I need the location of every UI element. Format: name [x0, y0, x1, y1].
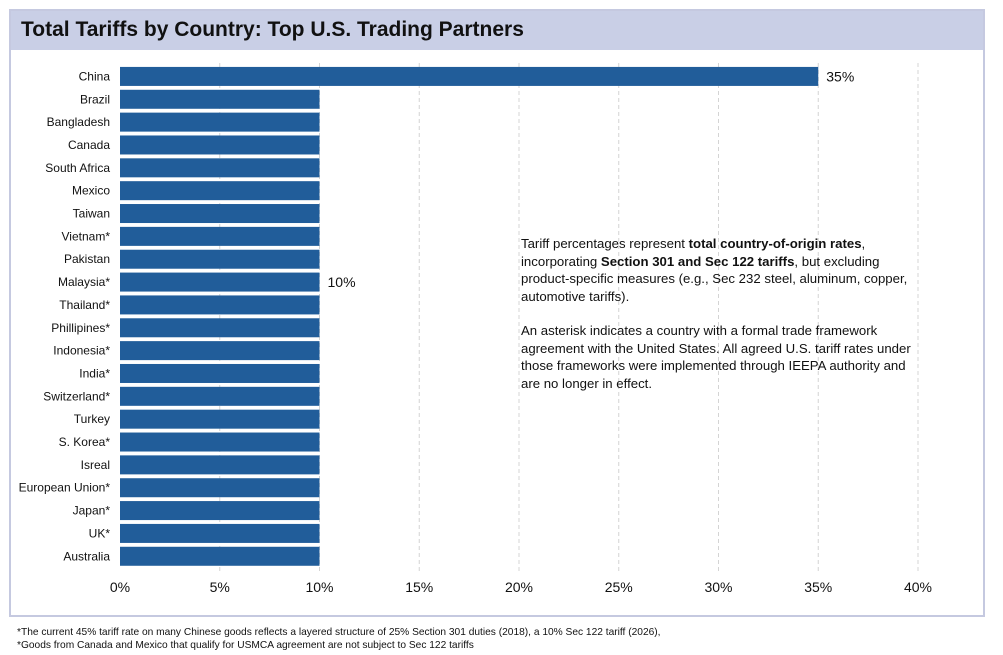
- x-tick-label: 35%: [804, 579, 832, 595]
- footnote-1: *The current 45% tariff rate on many Chi…: [17, 627, 661, 638]
- gridlines: [219, 63, 919, 572]
- x-tick-label: 30%: [704, 579, 732, 595]
- category-label: Brazil: [80, 92, 110, 106]
- category-label: Isreal: [81, 458, 110, 472]
- bar: [120, 409, 320, 429]
- bar: [120, 363, 320, 383]
- bar: [120, 112, 320, 132]
- chart-frame: Total Tariffs by Country: Top U.S. Tradi…: [9, 9, 985, 617]
- x-axis-tick-labels: 0% 5% 10% 15% 20% 25% 30% 35% 40%: [110, 579, 932, 595]
- category-label: UK*: [89, 526, 111, 540]
- bar: [120, 158, 320, 178]
- note-paragraph-2: An asterisk indicates a country with a f…: [521, 323, 911, 391]
- bar: [120, 135, 320, 155]
- title-bar: Total Tariffs by Country: Top U.S. Tradi…: [11, 11, 983, 50]
- bars: [120, 66, 819, 566]
- category-label: Indonesia*: [53, 344, 110, 358]
- category-label: Japan*: [73, 504, 111, 518]
- data-labels: 35% 10%: [328, 68, 855, 290]
- category-label: Mexico: [72, 184, 110, 198]
- bar: [120, 523, 320, 543]
- category-label: Turkey: [74, 412, 110, 426]
- note-emphasis-sections: Section 301 and Sec 122 tariffs: [600, 253, 795, 269]
- category-label: Australia: [63, 549, 110, 563]
- bar: [120, 318, 320, 338]
- bar: [120, 478, 320, 498]
- bar: [120, 89, 320, 109]
- category-label: Taiwan: [73, 207, 110, 221]
- bar: [120, 204, 320, 224]
- category-label: Vietnam*: [62, 229, 111, 243]
- bar: [120, 546, 320, 566]
- bar: [120, 341, 320, 361]
- category-label: Switzerland*: [43, 389, 110, 403]
- category-labels: China Brazil Bangladesh Canada South Africa M…: [19, 69, 111, 563]
- footnotes: *The current 45% tariff rate on many Chi…: [17, 626, 661, 652]
- footnote-2: *Goods from Canada and Mexico that quali…: [17, 640, 474, 651]
- category-label: China: [79, 69, 111, 83]
- category-label: Malaysia*: [58, 275, 110, 289]
- category-label: Bangladesh: [47, 115, 110, 129]
- chart-note: Tariff percentages represent total count…: [521, 235, 921, 409]
- x-tick-label: 10%: [305, 579, 333, 595]
- bar: [120, 181, 320, 201]
- data-label: 10%: [328, 274, 356, 290]
- note-paragraph-1: Tariff percentages represent total count…: [521, 236, 908, 304]
- category-label: Phillipines*: [51, 321, 110, 335]
- data-label: 35%: [826, 68, 854, 84]
- bar: [120, 386, 320, 406]
- bar: [120, 226, 320, 246]
- category-label: European Union*: [19, 481, 111, 495]
- category-label: India*: [79, 366, 110, 380]
- bar: [120, 272, 320, 292]
- bar: [120, 432, 320, 452]
- x-tick-label: 5%: [210, 579, 230, 595]
- bar: [120, 295, 320, 315]
- x-tick-label: 15%: [405, 579, 433, 595]
- chart-title: Total Tariffs by Country: Top U.S. Tradi…: [21, 18, 524, 41]
- x-tick-label: 25%: [605, 579, 633, 595]
- category-label: South Africa: [45, 161, 110, 175]
- bar: [120, 455, 320, 475]
- category-label: Thailand*: [59, 298, 110, 312]
- x-tick-label: 40%: [904, 579, 932, 595]
- category-label: S. Korea*: [59, 435, 111, 449]
- x-tick-label: 0%: [110, 579, 130, 595]
- category-label: Pakistan: [64, 252, 110, 266]
- note-emphasis-rates: total country-of-origin rates: [688, 236, 862, 251]
- x-tick-label: 20%: [505, 579, 533, 595]
- bar: [120, 501, 320, 521]
- bar: [120, 66, 819, 86]
- bar: [120, 249, 320, 269]
- category-label: Canada: [68, 138, 110, 152]
